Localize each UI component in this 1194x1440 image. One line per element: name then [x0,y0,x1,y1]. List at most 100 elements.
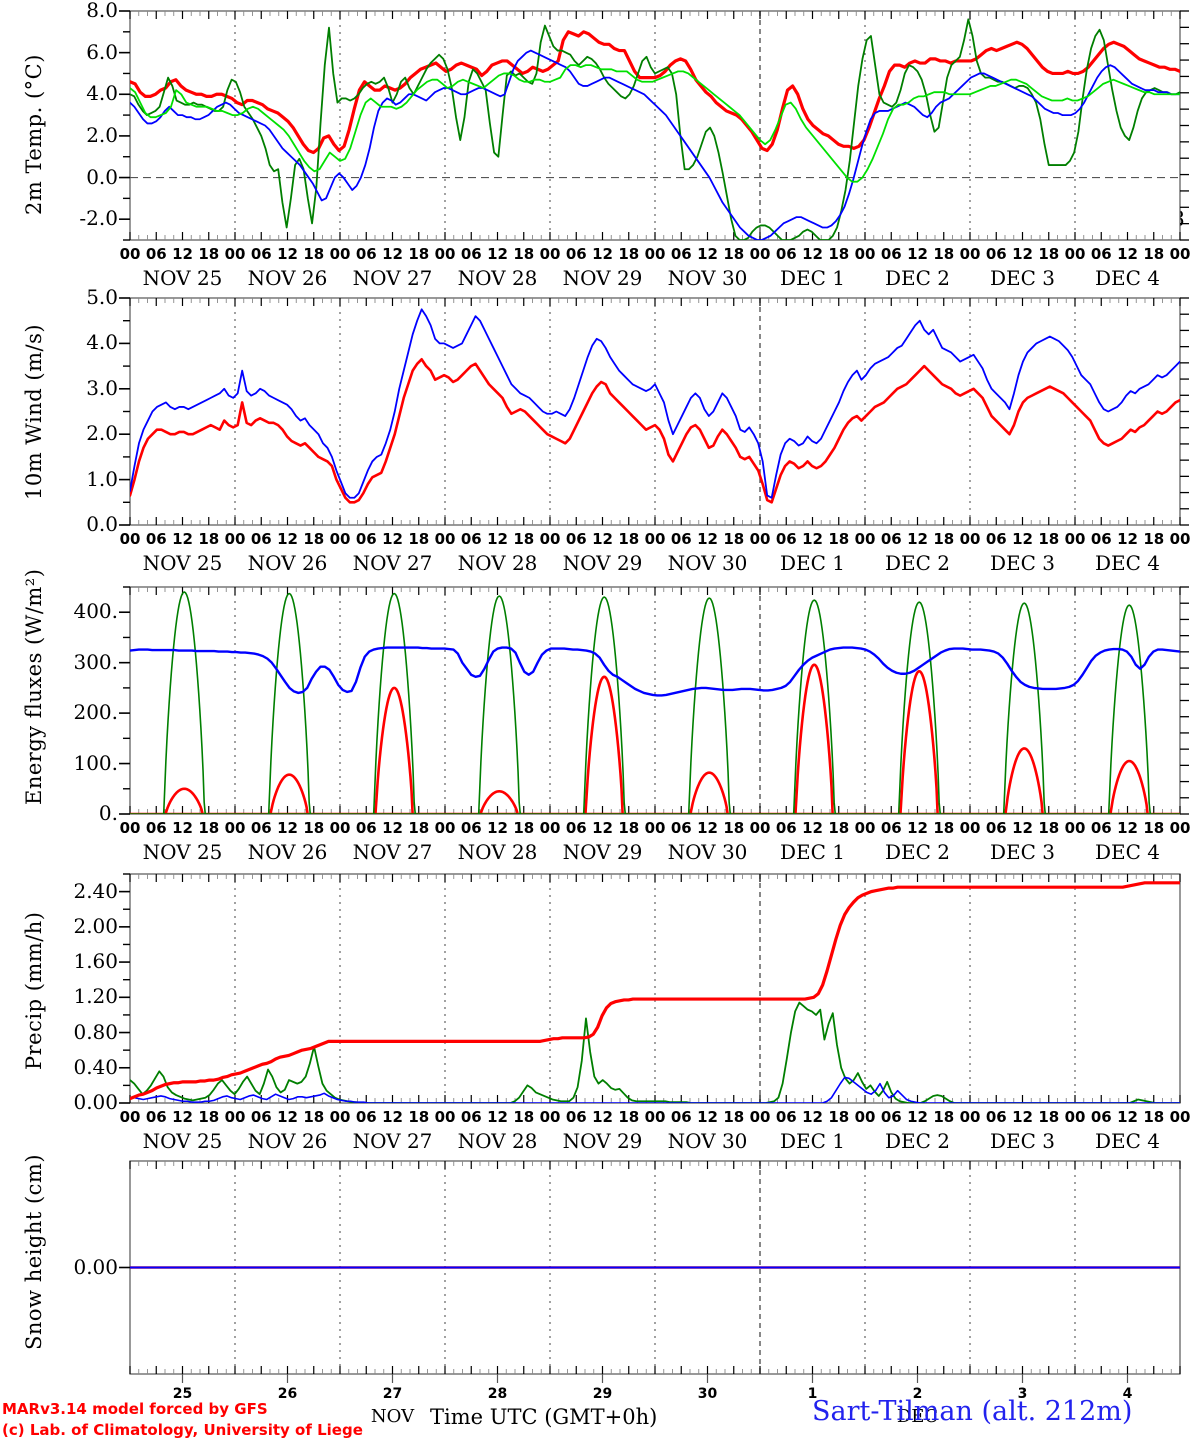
legend-item-dewpoint-temp: DewPoint Temp [144,203,319,228]
hour-tick-label: 00 [119,819,141,837]
hour-tick-label: 00 [434,245,456,263]
bottom-day-of-week-label-5: Su [693,1320,722,1344]
hour-tick-label: 12 [277,819,298,837]
hour-tick-label: 18 [1143,530,1165,548]
day-label-7: DEC 2 [884,1129,951,1153]
hour-tick-label: 06 [880,819,902,837]
bottom-day-number-7: 2 [912,1386,923,1402]
hour-tick-label: 18 [513,1108,535,1126]
hour-tick-label: 12 [592,245,613,263]
hour-tick-label: 06 [355,245,377,263]
y-tick-label: 6.0 [86,39,118,64]
axis-label-wind: 10m Wind (m/s) [22,323,46,500]
hour-tick-label: 18 [1038,819,1060,837]
y-tick-label: 0.00 [73,1090,118,1114]
day-label-3: NOV 28 [457,840,538,864]
day-label-8: DEC 3 [989,551,1056,575]
day-label-3: NOV 28 [457,266,538,290]
legend-item-temperature: Temperature [144,125,289,150]
day-label-4: NOV 29 [562,266,643,290]
hour-tick-label: 12 [1117,245,1138,263]
day-of-week-label-we-1: We [271,19,304,43]
hour-tick-label: 06 [880,530,902,548]
hour-tick-label: 00 [539,245,561,263]
hour-tick-label: 06 [460,819,482,837]
hour-tick-label: 12 [1012,819,1033,837]
day-label-1: NOV 26 [247,551,328,575]
hour-tick-label: 00 [644,530,666,548]
hour-tick-label: 12 [1012,245,1033,263]
hour-tick-label: 12 [382,819,403,837]
hour-tick-label: 00 [1064,1108,1086,1126]
hour-tick-label: 18 [303,245,325,263]
day-label-6: DEC 1 [779,266,846,290]
hour-tick-label: 18 [933,245,955,263]
hour-tick-label: 12 [382,1108,403,1126]
day-label-5: NOV 30 [667,840,748,864]
hour-tick-label: 00 [329,245,351,263]
hour-tick-label: 12 [277,245,298,263]
legend-item-infrared: Infrared [144,643,237,668]
credit-line-1: MARv3.14 model forced by GFS [2,1400,268,1418]
hour-tick-label: 18 [1143,245,1165,263]
hour-tick-label: 18 [198,530,220,548]
hour-tick-label: 06 [460,530,482,548]
hour-tick-label: 18 [618,530,640,548]
hour-tick-label: 00 [854,245,876,263]
hour-tick-label: 12 [1117,819,1138,837]
hour-tick-label: 06 [985,530,1007,548]
hour-tick-label: 06 [1090,1108,1112,1126]
series-wind-speed [130,357,1180,504]
bottom-day-number-1: 26 [277,1386,298,1402]
day-label-4: NOV 29 [562,551,643,575]
hour-tick-label: 06 [1090,245,1112,263]
hour-tick-label: 18 [1038,245,1060,263]
day-label-0: NOV 25 [142,551,223,575]
hour-tick-label: 06 [880,1108,902,1126]
hour-tick-label: 06 [775,1108,797,1126]
hour-tick-label: 18 [513,819,535,837]
hour-tick-label: 06 [985,245,1007,263]
hour-tick-label: 06 [565,819,587,837]
hour-tick-label: 12 [802,1108,823,1126]
bottom-month-label-dec: DEC [896,1406,939,1427]
hour-tick-label: 18 [933,530,955,548]
hour-tick-label: 00 [959,530,981,548]
hour-tick-label: 12 [382,245,403,263]
bottom-day-of-week-label-8: We [1006,1320,1039,1344]
hour-tick-label: 00 [539,1108,561,1126]
y-tick-label: 4.0 [86,81,118,106]
hour-tick-label: 00 [644,819,666,837]
hour-tick-label: 12 [907,819,928,837]
y-tick-label: 4.0 [86,330,118,355]
y-tick-label: 400. [73,599,118,624]
hour-tick-label: 00 [959,1108,981,1126]
hour-tick-label: 00 [329,819,351,837]
day-label-7: DEC 2 [884,551,951,575]
hour-tick-label: 06 [250,819,272,837]
day-label-9: DEC 4 [1094,840,1161,864]
hour-tick-label: 12 [1117,530,1138,548]
y-tick-label: 0.00 [73,1254,118,1279]
bottom-day-of-week-label-4: Sa [589,1320,616,1344]
hour-tick-label: 18 [408,1108,430,1126]
hour-tick-label: 12 [697,1108,718,1126]
hour-tick-label: 00 [539,530,561,548]
hour-tick-label: 18 [723,245,745,263]
y-tick-label: 2.0 [86,421,118,446]
hour-tick-label: 00 [1064,245,1086,263]
hour-tick-label: 18 [408,245,430,263]
hour-tick-label: 06 [250,245,272,263]
hour-tick-label: 00 [749,819,771,837]
day-of-week-label-tu-7: Tu [903,19,932,43]
y-tick-label: 0.0 [86,512,118,536]
hour-tick-label: 18 [1143,1108,1165,1126]
day-label-6: DEC 1 [779,840,846,864]
legend-item-snow-height-cm: Snow height (cm) [144,1183,341,1208]
y-tick-label: 0.0 [86,164,118,189]
legend-item-solar: Solar [144,613,203,638]
hour-tick-label: 12 [802,245,823,263]
day-label-9: DEC 4 [1094,551,1161,575]
hour-tick-label: 00 [329,530,351,548]
hour-tick-label: 00 [749,1108,771,1126]
